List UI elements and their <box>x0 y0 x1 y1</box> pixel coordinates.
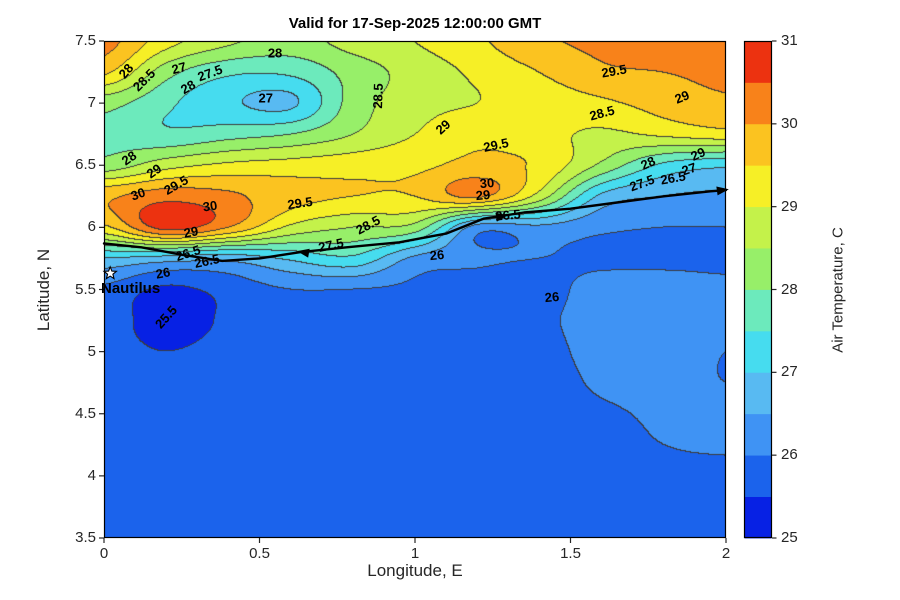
x-tick-label: 0.5 <box>249 545 270 562</box>
colorbar-band <box>744 330 772 373</box>
colorbar-tick-label: 25 <box>781 529 798 546</box>
y-axis-label: Latitude, N <box>34 248 53 332</box>
x-axis-label: Longitude, E <box>367 561 463 580</box>
colorbar-band <box>744 41 772 83</box>
colorbar-band <box>744 123 772 166</box>
y-tick-label: 5 <box>87 342 96 360</box>
y-tick-label: 4 <box>87 466 96 484</box>
y-tick-label: 6.5 <box>75 156 96 174</box>
colorbar-label: Air Temperature, C <box>829 227 847 353</box>
colorbar-band <box>744 82 772 125</box>
colorbar-tick-label: 30 <box>781 114 798 132</box>
colorbar-band <box>744 206 772 249</box>
x-tick-label: 0 <box>99 545 109 562</box>
colorbar-band <box>744 165 772 208</box>
colorbar-band <box>744 289 772 332</box>
colorbar-band <box>744 372 772 415</box>
x-tick-label: 1 <box>410 545 420 562</box>
colorbar-band <box>744 496 772 539</box>
plot-title: Valid for 17-Sep-2025 12:00:00 GMT <box>288 15 542 32</box>
contour-plot <box>104 41 726 538</box>
y-tick-label: 3.5 <box>75 529 96 546</box>
colorbar-tick-label: 29 <box>781 197 798 215</box>
colorbar-tick-label: 26 <box>781 446 798 464</box>
colorbar-tick-label: 28 <box>781 280 798 298</box>
y-tick-label: 6 <box>87 218 96 236</box>
y-tick-label: 7 <box>87 94 96 112</box>
colorbar-band <box>744 413 772 456</box>
colorbar-tick-label: 27 <box>781 363 798 381</box>
colorbar-band <box>744 455 772 497</box>
colorbar-frame <box>743 40 773 539</box>
x-tick-label: 1.5 <box>560 545 581 562</box>
colorbar-tick-label: 31 <box>781 32 798 49</box>
y-tick-label: 4.5 <box>75 404 96 422</box>
colorbar-band <box>744 248 772 290</box>
y-tick-label: 7.5 <box>75 32 96 49</box>
x-tick-label: 2 <box>721 545 731 562</box>
